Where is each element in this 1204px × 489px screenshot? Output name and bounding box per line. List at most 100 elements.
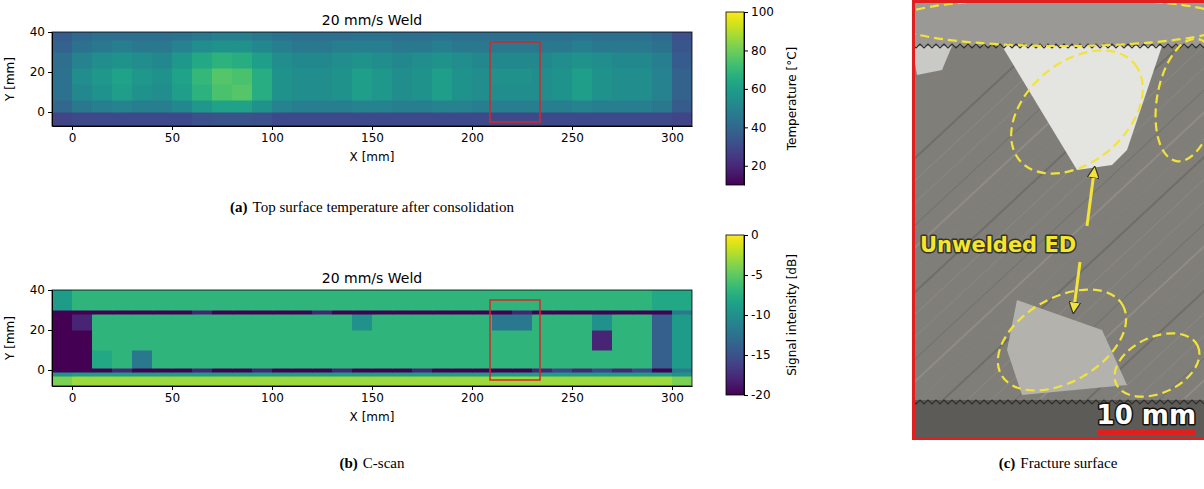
heatmap-cell <box>172 40 193 53</box>
heatmap-cell <box>492 376 513 386</box>
caption-text: Top surface temperature after consolidat… <box>253 199 515 215</box>
heatmap-cell <box>272 350 293 369</box>
heatmap-cell <box>552 112 573 126</box>
tick-label: 40 <box>751 121 766 135</box>
heatmap-cell <box>452 100 473 113</box>
heatmap-cell <box>252 40 273 53</box>
axis-line <box>52 291 53 387</box>
heatmap-cell <box>332 314 353 331</box>
heatmap-cell <box>452 330 473 351</box>
heatmap-cell <box>232 330 253 351</box>
tick-mark <box>744 166 748 167</box>
heatmap-cell <box>252 310 273 315</box>
tick: 250 <box>561 126 584 145</box>
heatmap-cell <box>332 376 353 386</box>
heatmap-cell <box>432 290 453 311</box>
heatmap-cell <box>352 314 373 331</box>
photo-border <box>914 2 1204 439</box>
heatmap-cell <box>152 40 173 53</box>
tick-label: 0 <box>37 363 45 377</box>
heatmap-cell <box>592 112 613 126</box>
heatmap-cell <box>172 310 193 315</box>
heatmap-cell <box>392 40 413 53</box>
heatmap-cell <box>452 40 473 53</box>
caption-letter: (b) <box>340 455 358 472</box>
heatmap-cell <box>72 100 93 113</box>
y-axis-title: Y [mm] <box>3 316 17 361</box>
tick-mark <box>744 50 748 51</box>
tick-label: 100 <box>261 391 284 405</box>
heatmap-cell <box>52 314 73 331</box>
heatmap-cell <box>632 68 653 85</box>
heatmap-cell <box>212 32 233 41</box>
caption-text: Fracture surface <box>1020 455 1117 471</box>
heatmap-cell <box>632 40 653 53</box>
heatmap-cell <box>152 84 173 101</box>
heatmap-cell <box>152 290 173 311</box>
heatmap-cell <box>572 32 593 41</box>
tick-mark <box>744 355 748 356</box>
tick-label: 60 <box>751 82 766 96</box>
heatmap-cell <box>652 32 673 41</box>
heatmap-cell <box>252 112 273 126</box>
tick-label: 0 <box>69 391 77 405</box>
heatmap-cell <box>132 314 153 331</box>
heatmap-cell <box>112 310 133 315</box>
tick: 40 <box>30 283 52 297</box>
tick-label: 100 <box>261 131 284 145</box>
heatmap-cell <box>292 100 313 113</box>
heatmap-cell <box>652 68 673 85</box>
heatmap-cell <box>552 32 573 41</box>
heatmap-cell <box>312 368 333 373</box>
heatmap-cell <box>472 32 493 41</box>
heatmap-cell <box>592 376 613 386</box>
heatmap-cell <box>172 376 193 386</box>
heatmap-cell <box>432 100 453 113</box>
tick-mark <box>48 290 52 291</box>
tick: 50 <box>165 126 180 145</box>
caption-text: C-scan <box>363 455 405 471</box>
heatmap-cell <box>452 376 473 386</box>
heatmap-cell <box>612 68 633 85</box>
heatmap-cell <box>372 100 393 113</box>
tick: -20 <box>744 388 771 402</box>
heatmap-cell <box>512 330 533 351</box>
tick-label: -5 <box>751 268 763 282</box>
heatmap-cell <box>192 68 213 85</box>
tick-label: 0 <box>69 131 77 145</box>
heatmap-cell <box>572 84 593 101</box>
caption-letter: (c) <box>999 455 1016 472</box>
tick: 0 <box>69 126 77 145</box>
heatmap-cell <box>532 376 553 386</box>
heatmap-cell <box>672 32 692 41</box>
heatmap-cell <box>312 290 333 311</box>
heatmap-cell <box>72 112 93 126</box>
heatmap-cell <box>272 330 293 351</box>
heatmap-cell <box>572 350 593 369</box>
heatmap-cell <box>312 84 333 101</box>
heatmap-cell <box>72 32 93 41</box>
heatmap-cell <box>412 100 433 113</box>
heatmap-cell <box>452 368 473 373</box>
tick: 150 <box>361 386 384 405</box>
heatmap-cell <box>372 112 393 126</box>
tick-mark <box>672 126 673 130</box>
heatmap-cell <box>192 330 213 351</box>
heatmap-cell <box>52 290 73 311</box>
tick-mark <box>48 370 52 371</box>
heatmap-cell <box>572 372 593 377</box>
heatmap-cell <box>432 68 453 85</box>
heatmap-cell <box>252 350 273 369</box>
fibre-streak <box>912 40 1204 440</box>
tick: 0 <box>744 228 759 242</box>
heatmap-cell <box>372 84 393 101</box>
heatmap-cell <box>432 40 453 53</box>
heatmap-cell <box>92 368 113 373</box>
heatmap-cell <box>292 368 313 373</box>
arrow <box>1074 262 1080 308</box>
panel: 0501001502002503000204020 mm/s WeldX [mm… <box>3 228 799 472</box>
heatmap-cell <box>652 372 673 377</box>
heatmap-cell <box>272 372 293 377</box>
heatmap-cell <box>72 310 93 315</box>
heatmap-cell <box>212 314 233 331</box>
